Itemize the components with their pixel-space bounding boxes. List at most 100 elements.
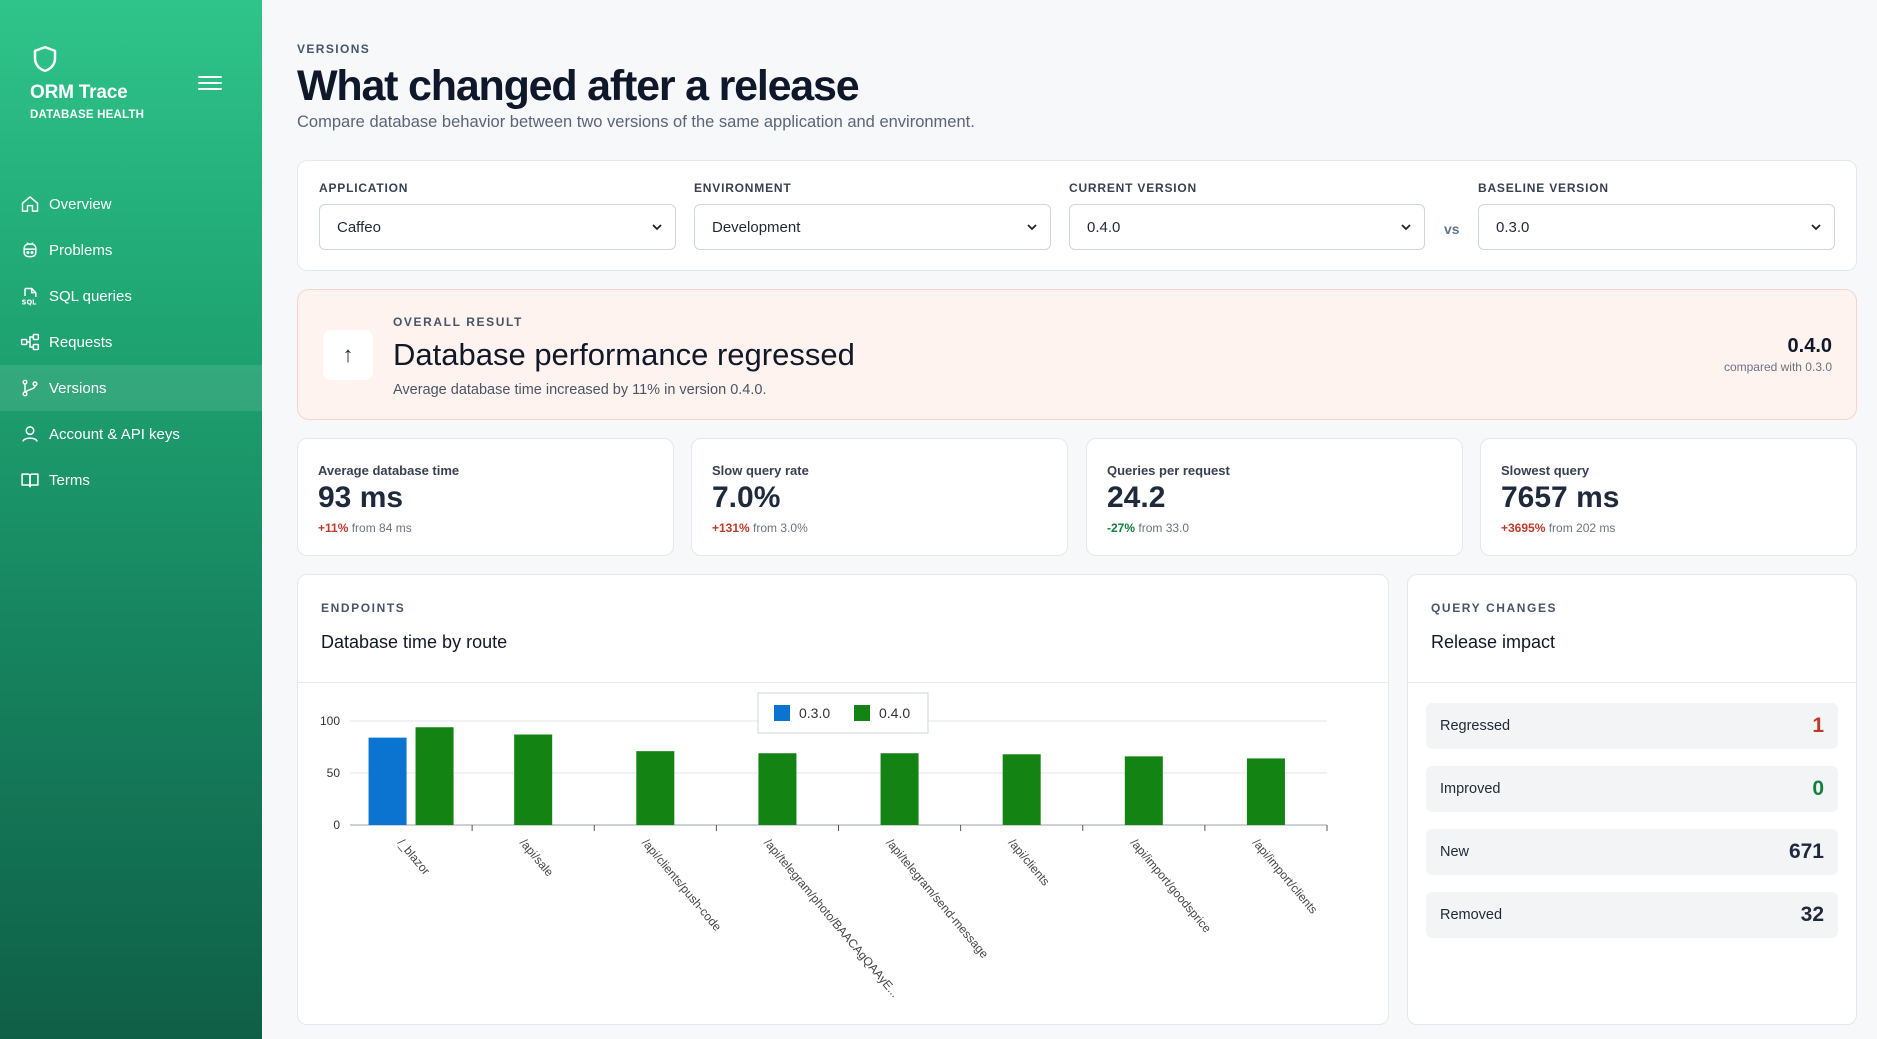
application-select[interactable]: Caffeo <box>319 204 676 250</box>
hamburger-menu-icon[interactable] <box>198 72 222 96</box>
sidebar-item-overview[interactable]: Overview <box>0 181 262 227</box>
vs-label: vs <box>1444 221 1460 237</box>
overall-result-banner: ↑ OVERALL RESULT Database performance re… <box>297 289 1857 420</box>
release-impact-panel: QUERY CHANGES Release impact Regressed 1… <box>1407 574 1857 1025</box>
page-title: What changed after a release <box>297 62 860 110</box>
impact-value: 1 <box>1812 714 1824 737</box>
sql-file-icon: SQL <box>22 287 37 306</box>
chevron-down-icon <box>1027 224 1037 231</box>
chevron-down-icon <box>652 224 662 231</box>
page-subtitle: Compare database behavior between two ve… <box>297 113 975 131</box>
sidebar-item-label: Problems <box>49 241 113 259</box>
kpi-delta-from: from 3.0% <box>753 521 808 535</box>
application-select-value: Caffeo <box>337 218 381 236</box>
y-tick-label: 0 <box>333 818 340 832</box>
environment-label: ENVIRONMENT <box>694 181 792 195</box>
impact-label: Regressed <box>1440 718 1511 734</box>
result-compared-with: compared with 0.3.0 <box>1723 360 1832 374</box>
kpi-label: Slowest query <box>1501 463 1590 478</box>
bar-0-3-0 <box>368 737 407 825</box>
svg-text:SQL: SQL <box>22 298 37 306</box>
result-eyebrow: OVERALL RESULT <box>393 315 523 329</box>
sidebar-item-label: SQL queries <box>49 287 132 305</box>
impact-row-removed[interactable]: Removed 32 <box>1426 892 1838 938</box>
bar-0-4-0 <box>514 734 553 825</box>
baseline-version-filter: BASELINE VERSION 0.3.0 <box>1478 181 1835 250</box>
x-tick-label: /api/telegram/photo/BAACAgQAAyE... <box>761 836 902 1000</box>
kpi-delta-from: from 84 ms <box>351 521 412 535</box>
baseline-version-select[interactable]: 0.3.0 <box>1478 204 1835 250</box>
impact-label: Improved <box>1440 781 1501 797</box>
impact-value: 0 <box>1812 777 1824 800</box>
legend-label: 0.3.0 <box>799 705 830 721</box>
impact-row-regressed[interactable]: Regressed 1 <box>1426 703 1838 749</box>
book-icon <box>21 473 39 488</box>
endpoints-panel: ENDPOINTS Database time by route 0 50 100 /… <box>297 574 1389 1025</box>
application-filter: APPLICATION Caffeo <box>319 181 676 250</box>
kpi-delta-from: from 33.0 <box>1138 521 1190 535</box>
kpi-delta: -27% from 33.0 <box>1107 521 1189 535</box>
filters-card: APPLICATION Caffeo ENVIRONMENT Developme… <box>297 160 1857 271</box>
diagram-icon <box>20 333 40 351</box>
sidebar-item-versions[interactable]: Versions <box>0 365 262 411</box>
impact-value: 671 <box>1788 840 1824 863</box>
sidebar-item-sql-queries[interactable]: SQL SQL queries <box>0 273 262 319</box>
bar-0-4-0 <box>758 753 797 825</box>
impact-eyebrow: QUERY CHANGES <box>1431 601 1558 615</box>
impact-title: Release impact <box>1431 632 1556 652</box>
bar-0-4-0 <box>1002 754 1041 825</box>
environment-select[interactable]: Development <box>694 204 1051 250</box>
brand-subtitle: DATABASE HEALTH <box>30 109 145 121</box>
bug-icon <box>23 242 37 258</box>
legend-swatch <box>854 705 870 721</box>
bar-0-4-0 <box>880 753 919 825</box>
kpi-delta: +131% from 3.0% <box>712 521 808 535</box>
environment-select-value: Development <box>712 218 801 236</box>
baseline-version-label: BASELINE VERSION <box>1478 181 1609 195</box>
kpi-delta-percent: -27% <box>1107 521 1136 535</box>
impact-row-improved[interactable]: Improved 0 <box>1426 766 1838 812</box>
brand-title: ORM Trace <box>30 82 128 103</box>
kpi-delta-percent: +3695% <box>1501 521 1546 535</box>
bar-0-4-0 <box>1246 758 1285 825</box>
kpi-label: Average database time <box>318 463 460 478</box>
page-eyebrow: VERSIONS <box>297 42 371 56</box>
bar-0-4-0 <box>415 727 454 825</box>
endpoints-eyebrow: ENDPOINTS <box>321 601 406 615</box>
current-version-label: CURRENT VERSION <box>1069 181 1198 195</box>
environment-filter: ENVIRONMENT Development <box>694 181 1051 250</box>
kpi-value: 93 ms <box>318 481 404 514</box>
x-tick-label: /api/import/clients <box>1250 836 1321 917</box>
sidebar-item-account[interactable]: Account & API keys <box>0 411 262 457</box>
kpi-card-queries-per-request: Queries per request 24.2 -27% from 33.0 <box>1086 438 1463 556</box>
kpi-delta: +11% from 84 ms <box>318 521 412 535</box>
kpi-delta-from: from 202 ms <box>1548 521 1616 535</box>
x-tick-label: /_blazor <box>395 836 433 878</box>
bar-0-4-0 <box>1124 756 1163 825</box>
brand[interactable]: ORM Trace DATABASE HEALTH <box>30 44 144 121</box>
sidebar-item-label: Overview <box>49 195 112 213</box>
arrow-up-icon: ↑ <box>323 330 373 380</box>
current-version-select[interactable]: 0.4.0 <box>1069 204 1425 250</box>
sidebar-item-label: Requests <box>49 333 113 351</box>
kpi-value: 7.0% <box>712 481 781 514</box>
sidebar-item-problems[interactable]: Problems <box>0 227 262 273</box>
impact-label: Removed <box>1440 907 1503 923</box>
y-tick-label: 100 <box>320 714 340 728</box>
result-title: Database performance regressed <box>393 337 855 372</box>
kpi-delta: +3695% from 202 ms <box>1501 521 1615 535</box>
kpi-delta-percent: +131% <box>712 521 750 535</box>
bar-0-4-0 <box>636 751 675 825</box>
shield-icon <box>33 45 57 73</box>
legend-swatch <box>774 705 790 721</box>
impact-row-new[interactable]: New 671 <box>1426 829 1838 875</box>
baseline-version-select-value: 0.3.0 <box>1496 218 1530 236</box>
sidebar-item-terms[interactable]: Terms <box>0 457 262 503</box>
kpi-card-slow-query-rate: Slow query rate 7.0% +131% from 3.0% <box>691 438 1068 556</box>
git-branch-icon <box>22 379 38 397</box>
sidebar-item-requests[interactable]: Requests <box>0 319 262 365</box>
application-label: APPLICATION <box>319 181 409 195</box>
kpi-label: Slow query rate <box>712 463 809 478</box>
kpi-value: 24.2 <box>1107 481 1166 514</box>
current-version-select-value: 0.4.0 <box>1087 218 1121 236</box>
